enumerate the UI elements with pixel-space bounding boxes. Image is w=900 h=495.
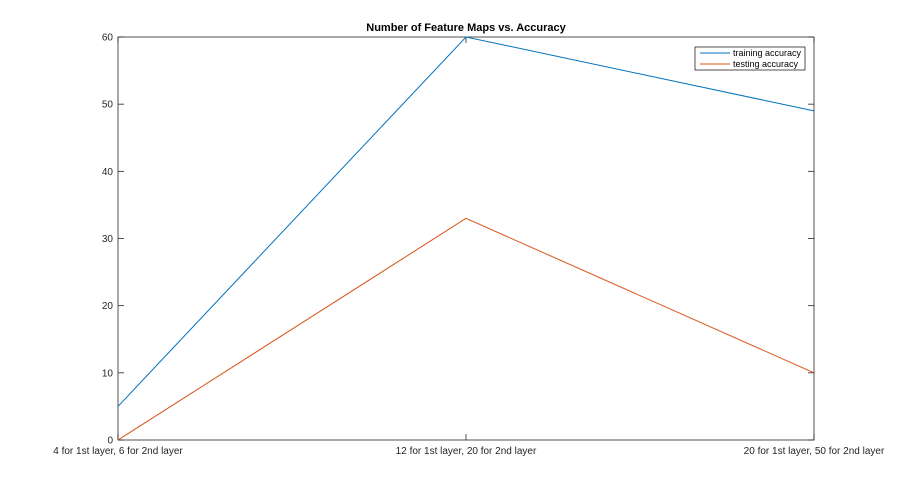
y-tick-label: 20: [102, 301, 114, 312]
x-tick-label: 20 for 1st layer, 50 for 2nd layer: [744, 446, 885, 457]
legend-label-training: training accuracy: [733, 48, 802, 58]
series-line-0: [117, 36, 815, 407]
series-group: [117, 36, 815, 441]
y-tick-label: 50: [102, 100, 114, 111]
y-tick-label: 30: [102, 234, 114, 245]
y-tick-label: 10: [102, 368, 114, 379]
y-tick-label: 0: [107, 436, 113, 447]
y-tick-label: 40: [102, 167, 114, 178]
x-tick-label: 4 for 1st layer, 6 for 2nd layer: [53, 446, 183, 457]
chart-title: Number of Feature Maps vs. Accuracy: [366, 22, 566, 34]
y-tick-label: 60: [102, 33, 114, 44]
plot-area: [117, 36, 815, 441]
legend: training accuracy testing accuracy: [694, 46, 806, 71]
legend-label-testing: testing accuracy: [733, 59, 799, 69]
series-line-1: [117, 217, 815, 441]
axis-ticks: 0 10 20 30 40 50 60 4 for 1st layer, 6 for 2nd …: [53, 33, 885, 458]
x-tick-label: 12 for 1st layer, 20 for 2nd layer: [396, 446, 537, 457]
